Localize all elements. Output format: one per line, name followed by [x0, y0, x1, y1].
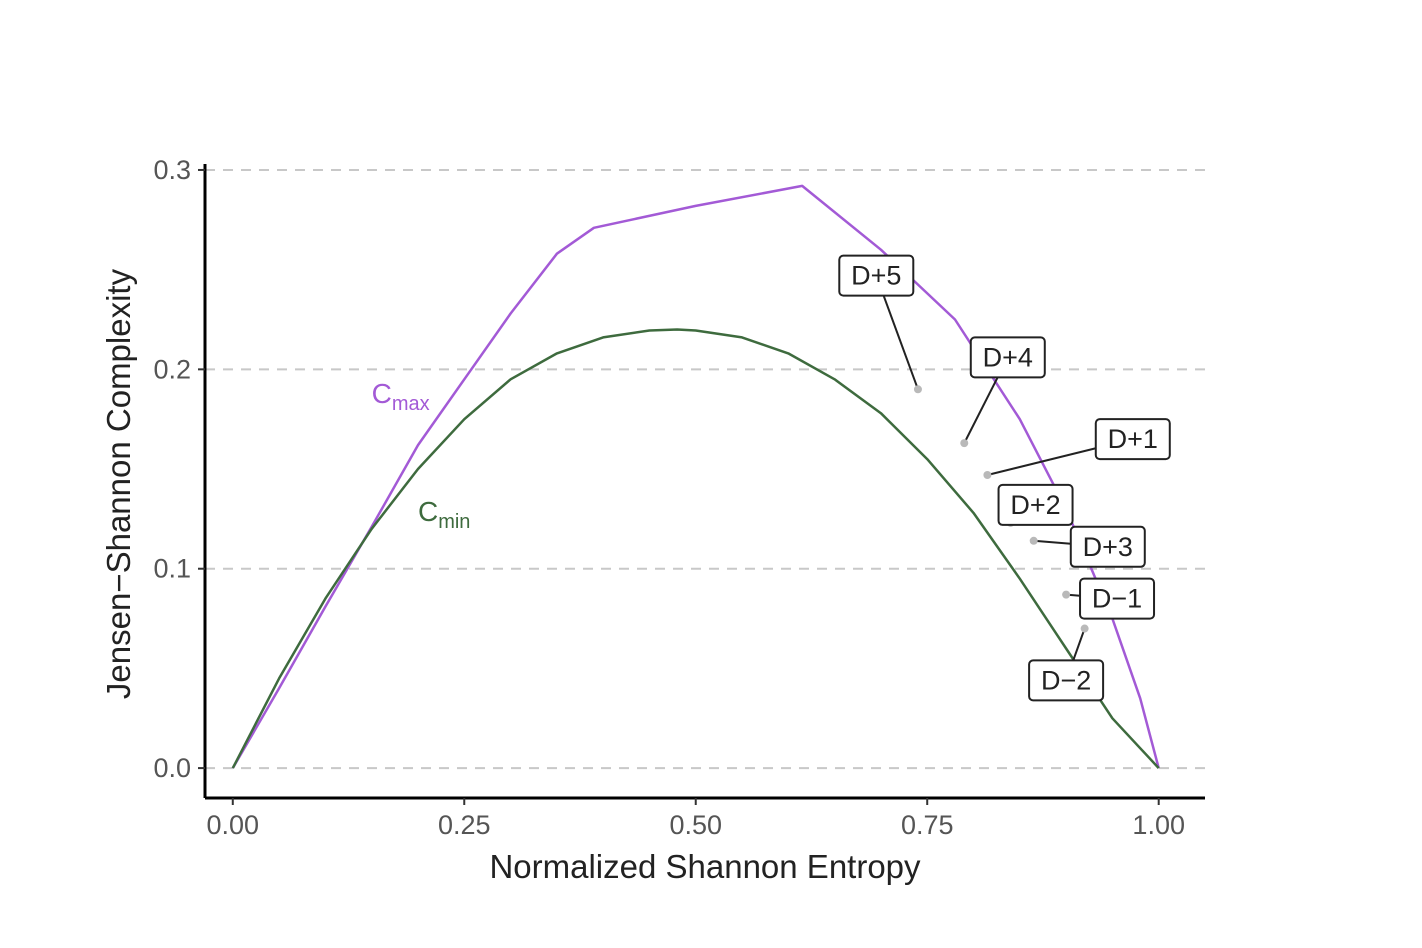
- data-point: [913, 385, 922, 394]
- point-label-box: [1028, 659, 1105, 702]
- ticks: 0.0 0.1 0.2 0.3 0.00 0.25 0.50 0.75 1.00: [153, 155, 1185, 840]
- leader-line: [882, 295, 919, 390]
- point-label: D−1: [1092, 584, 1142, 614]
- leader-line: [1033, 539, 1071, 545]
- cmin-label: Cmin: [418, 496, 470, 533]
- cmax-label: Cmax: [372, 378, 430, 415]
- leader-line: [963, 376, 999, 444]
- data-points: D+5 D+4 D+1 D+2 D+3 D−1 D−2: [838, 254, 1171, 702]
- y-tick-label: 0.2: [153, 354, 191, 384]
- cmin-curve: [231, 328, 1160, 769]
- leader-line: [1072, 628, 1086, 661]
- y-tick-label: 0.3: [153, 155, 191, 185]
- point-label: D+4: [983, 342, 1033, 372]
- y-tick-label: 0.0: [153, 753, 191, 783]
- y-tick-label: 0.1: [153, 554, 191, 584]
- axes: [203, 164, 1205, 800]
- data-point: [1080, 624, 1089, 633]
- x-tick-label: 0.25: [438, 810, 491, 840]
- point-label-box: [838, 254, 915, 297]
- point-label-box: [1094, 418, 1171, 461]
- curves: Cmax Cmin: [231, 184, 1160, 769]
- y-axis-title: Jensen−Shannon Complexity: [100, 268, 137, 699]
- point-label: D+1: [1108, 424, 1158, 454]
- point-label-box: [997, 483, 1074, 526]
- point-label-box: [1079, 577, 1156, 620]
- point-label-box: [969, 336, 1046, 379]
- data-point: [1029, 536, 1038, 545]
- data-point: [1062, 590, 1071, 599]
- leader-line: [987, 447, 1097, 476]
- point-label: D+3: [1083, 532, 1133, 562]
- x-tick-label: 1.00: [1132, 810, 1185, 840]
- point-label: D+5: [851, 261, 901, 291]
- data-point: [983, 471, 992, 480]
- data-point: [960, 439, 969, 448]
- x-tick-label: 0.50: [669, 810, 722, 840]
- x-axis-title: Normalized Shannon Entropy: [489, 848, 921, 885]
- cmax-curve: [231, 184, 1160, 769]
- x-tick-label: 0.00: [206, 810, 259, 840]
- point-label-box: [1069, 525, 1146, 568]
- point-label: D−2: [1041, 665, 1091, 695]
- point-label: D+2: [1010, 490, 1060, 520]
- x-tick-label: 0.75: [901, 810, 954, 840]
